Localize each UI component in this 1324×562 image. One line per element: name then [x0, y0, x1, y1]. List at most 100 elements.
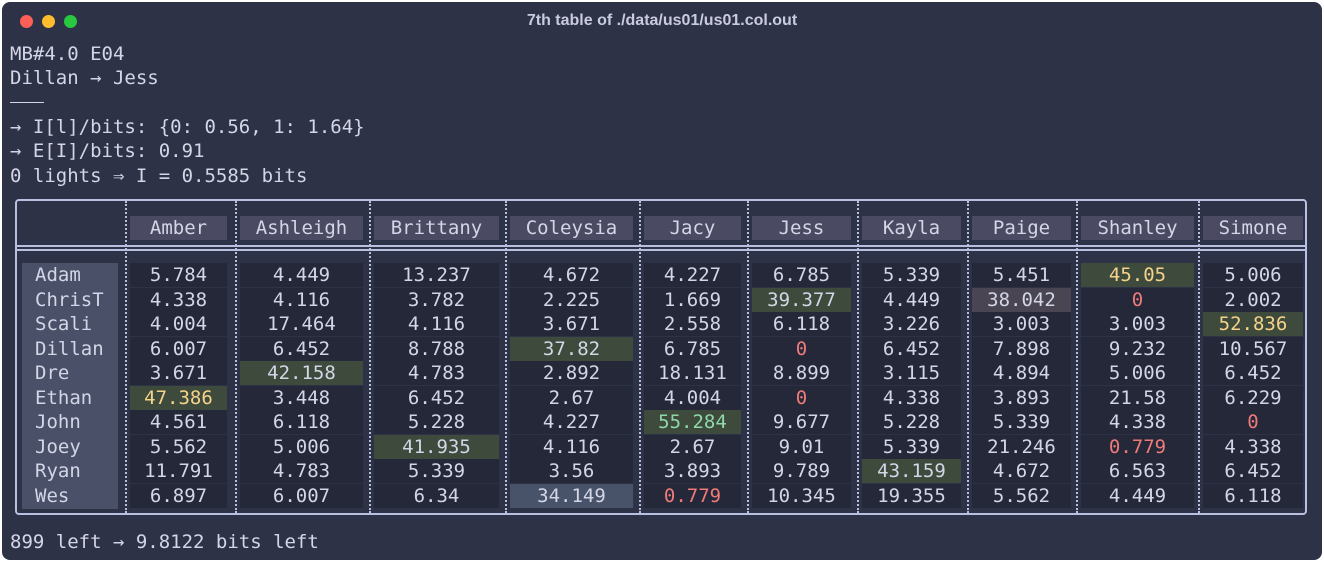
row-header: Adam: [35, 264, 81, 286]
table-cell: 3.782: [374, 287, 499, 312]
row-header-column: [22, 263, 118, 509]
table-cell: 34.149: [510, 483, 633, 508]
column-separator: [967, 201, 969, 513]
column-header-jacy: Jacy: [644, 216, 741, 240]
table-cell: 6.452: [240, 336, 363, 361]
table-cell: 3.671: [510, 312, 633, 336]
table-cell: 4.561: [130, 410, 227, 434]
column-separator: [1076, 201, 1078, 513]
column-header-ashleigh: Ashleigh: [240, 216, 363, 240]
column-header-amber: Amber: [130, 216, 227, 240]
column-separator: [639, 201, 641, 513]
table-cell: 6.785: [752, 263, 851, 287]
row-header: Dillan: [35, 337, 104, 360]
table-cell: 9.677: [752, 410, 851, 434]
table-cell: 0: [1081, 287, 1194, 312]
column-header-simone: Simone: [1203, 216, 1303, 240]
table-cell: 4.783: [374, 361, 499, 385]
table-cell: 5.339: [972, 410, 1071, 434]
table-cell: 5.451: [972, 263, 1071, 287]
header-line-expected: → E[I]/bits: 0.91: [10, 140, 205, 162]
table-cell: 4.338: [1081, 410, 1194, 434]
table-cell: 4.449: [240, 263, 363, 287]
table-cell: 5.006: [1081, 361, 1194, 385]
header-line-lights: 0 lights ⇒ I = 0.5585 bits: [10, 165, 308, 187]
table-cell: 0: [752, 385, 851, 410]
column-separator: [235, 201, 237, 513]
column-separator: [1198, 201, 1200, 513]
row-header: Ethan: [35, 386, 93, 409]
table-cell: 18.131: [644, 361, 741, 385]
minimize-button[interactable]: [42, 15, 55, 28]
table-cell: 4.116: [510, 434, 633, 459]
table-cell: 4.672: [510, 263, 633, 287]
table-cell: 6.007: [240, 483, 363, 508]
table-cell: 2.67: [510, 385, 633, 410]
table-cell: 41.935: [374, 434, 499, 459]
row-header: John: [35, 411, 81, 433]
table-cell: 3.56: [510, 459, 633, 483]
table-cell: 4.338: [862, 385, 961, 410]
table-cell: 6.452: [1203, 361, 1303, 385]
table-cell: 6.007: [130, 336, 227, 361]
table-cell: 3.003: [972, 312, 1071, 336]
row-header: Dre: [35, 362, 70, 384]
table-cell: 52.836: [1203, 312, 1303, 336]
table-cell: 5.339: [862, 434, 961, 459]
table-cell: 3.671: [130, 361, 227, 385]
divider: [10, 102, 44, 103]
table-cell: 39.377: [752, 287, 851, 312]
table-cell: 45.05: [1081, 263, 1194, 287]
row-header: Joey: [35, 435, 81, 458]
table-cell: 4.227: [644, 263, 741, 287]
header-separator: [17, 249, 1305, 251]
table-cell: 6.452: [1203, 459, 1303, 483]
table-cell: 6.452: [374, 385, 499, 410]
table-cell: 4.894: [972, 361, 1071, 385]
table-cell: 4.338: [1203, 434, 1303, 459]
table-cell: 4.004: [644, 385, 741, 410]
column-separator: [747, 201, 749, 513]
header-line-pair: Dillan → Jess: [10, 67, 159, 89]
table-cell: 9.01: [752, 434, 851, 459]
table-cell: 19.355: [862, 483, 961, 508]
table-cell: 2.002: [1203, 287, 1303, 312]
table-cell: 55.284: [644, 410, 741, 434]
column-header-kayla: Kayla: [862, 216, 961, 240]
probability-table: Amber Ashleigh Brittany Coleysia Jacy Jess Kay…: [15, 199, 1307, 515]
table-cell: 4.004: [130, 312, 227, 336]
table-cell: 3.226: [862, 312, 961, 336]
table-cell: 5.228: [374, 410, 499, 434]
header-line-id: MB#4.0 E04: [10, 43, 125, 65]
table-cell: 9.789: [752, 459, 851, 483]
table-cell: 6.34: [374, 483, 499, 508]
table-cell: 5.562: [972, 483, 1071, 508]
table-cell: 17.464: [240, 312, 363, 336]
table-cell: 2.558: [644, 312, 741, 336]
table-cell: 0: [1203, 410, 1303, 434]
table-cell: 5.006: [1203, 263, 1303, 287]
table-cell: 6.452: [862, 336, 961, 361]
maximize-button[interactable]: [64, 15, 77, 28]
table-cell: 3.893: [972, 385, 1071, 410]
footer-status: 899 left → 9.8122 bits left: [10, 531, 319, 553]
table-cell: 4.672: [972, 459, 1071, 483]
title-bar: 7th table of ./data/us01/us01.col.out: [2, 2, 1322, 40]
table-cell: 6.785: [644, 336, 741, 361]
table-cell: 6.118: [240, 410, 363, 434]
close-button[interactable]: [20, 15, 33, 28]
table-cell: 21.246: [972, 434, 1071, 459]
header-line-info: → I[l]/bits: {0: 0.56, 1: 1.64}: [10, 116, 365, 138]
table-cell: 4.116: [240, 287, 363, 312]
table-cell: 38.042: [972, 287, 1071, 312]
table-cell: 2.225: [510, 287, 633, 312]
table-cell: 10.567: [1203, 336, 1303, 361]
row-header: ChrisT: [35, 288, 104, 311]
table-cell: 47.386: [130, 385, 227, 410]
table-cell: 4.449: [862, 287, 961, 312]
table-cell: 0.779: [1081, 434, 1194, 459]
table-cell: 9.232: [1081, 336, 1194, 361]
table-cell: 4.338: [130, 287, 227, 312]
table-cell: 5.339: [862, 263, 961, 287]
table-cell: 6.897: [130, 483, 227, 508]
